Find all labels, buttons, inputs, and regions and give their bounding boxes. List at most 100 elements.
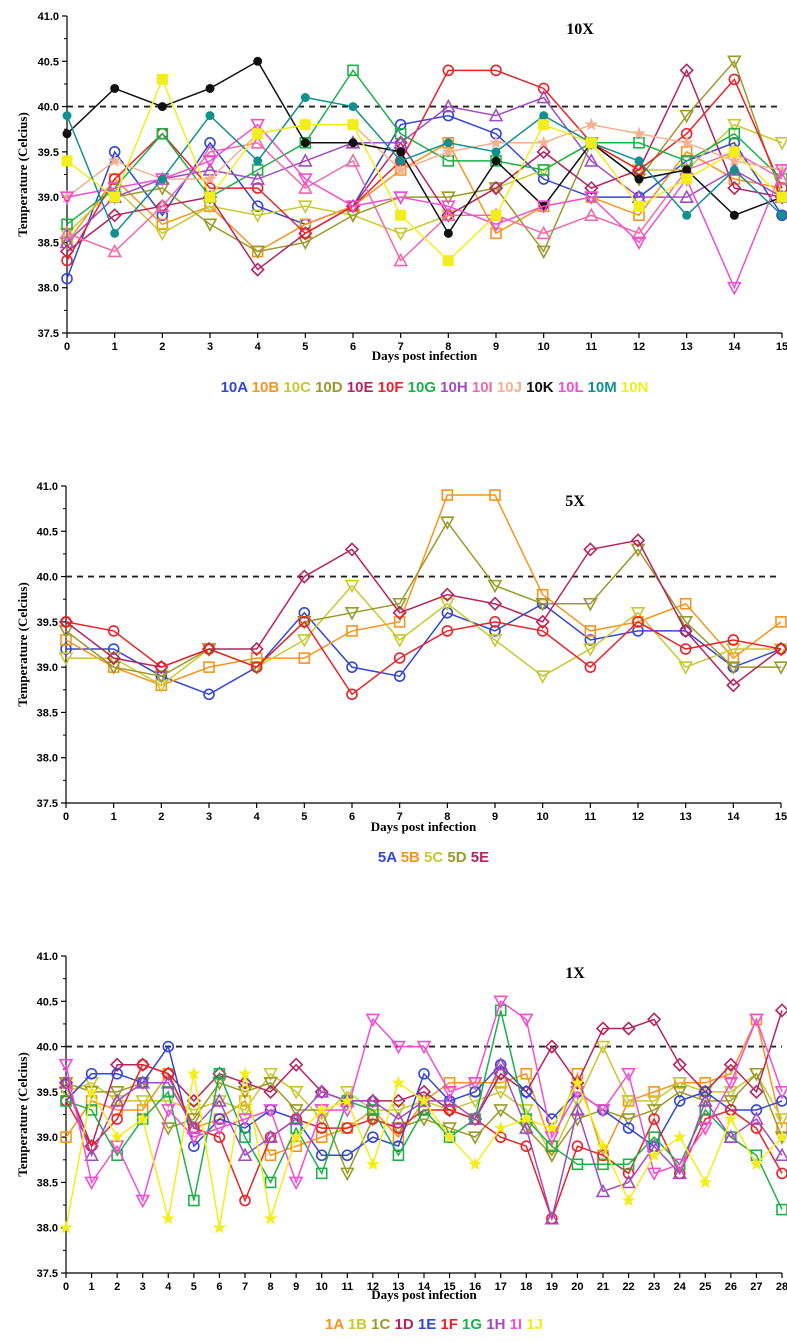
data-point xyxy=(393,616,406,628)
legend-entry: 5A xyxy=(378,849,397,866)
data-point xyxy=(391,1104,406,1118)
x-tick-label: 5 xyxy=(301,811,307,823)
data-point xyxy=(647,1148,662,1162)
series-line xyxy=(65,494,782,687)
x-tick-label: 25 xyxy=(699,1281,711,1293)
x-tick-label: 14 xyxy=(418,1281,431,1293)
data-point xyxy=(252,128,264,140)
data-point xyxy=(60,616,72,628)
data-point xyxy=(570,1095,585,1109)
data-point xyxy=(61,218,73,231)
data-point xyxy=(520,1086,533,1098)
data-point xyxy=(672,1086,688,1100)
data-point xyxy=(440,98,456,113)
data-point xyxy=(535,670,551,684)
data-point xyxy=(536,144,551,159)
data-point xyxy=(535,614,550,629)
x-tick-label: 8 xyxy=(445,341,451,353)
data-point xyxy=(393,670,406,683)
data-point xyxy=(155,199,170,214)
x-tick-label: 2 xyxy=(159,341,165,353)
data-point xyxy=(264,1176,277,1189)
data-point xyxy=(365,1013,381,1028)
series-1G xyxy=(60,1004,787,1216)
data-point xyxy=(315,1167,328,1180)
data-point xyxy=(537,82,550,95)
data-point xyxy=(110,228,120,238)
y-tick-label: 40.0 xyxy=(38,102,59,114)
data-point xyxy=(109,1093,125,1107)
data-point xyxy=(749,1111,764,1125)
x-tick-label: 8 xyxy=(268,1281,274,1293)
data-point xyxy=(584,661,597,673)
legend-entry: 10M xyxy=(583,379,616,396)
data-point xyxy=(84,1176,99,1191)
data-point xyxy=(634,174,644,184)
legend-entry: 10L xyxy=(554,379,584,396)
data-point xyxy=(584,180,599,196)
data-point xyxy=(776,1167,787,1180)
legend: 1A 1B 1C 1D 1E 1F 1G 1H 1I 1J xyxy=(325,1316,543,1333)
data-point xyxy=(725,1067,737,1080)
data-point xyxy=(487,596,503,611)
data-point xyxy=(344,579,360,594)
data-point xyxy=(632,126,646,140)
data-point xyxy=(648,1086,660,1098)
data-point xyxy=(621,1067,636,1082)
data-point xyxy=(571,1140,584,1152)
x-tick-label: 0 xyxy=(63,811,69,823)
legend-entry: 10A xyxy=(221,379,249,396)
data-point xyxy=(346,661,358,673)
data-point xyxy=(633,137,645,149)
data-point xyxy=(392,1131,405,1143)
data-point xyxy=(263,1077,278,1091)
data-point xyxy=(518,1120,534,1134)
data-point xyxy=(160,1075,176,1089)
chart-title: 10X xyxy=(566,21,594,38)
data-point xyxy=(392,634,408,648)
legend-entry: 1E xyxy=(414,1316,437,1333)
x-tick-label: 8 xyxy=(444,811,450,823)
data-point xyxy=(62,111,72,121)
y-tick-label: 40.0 xyxy=(37,1042,58,1054)
data-point xyxy=(441,489,454,501)
data-point xyxy=(263,1067,278,1082)
y-tick-label: 38.0 xyxy=(37,1223,58,1235)
series-line xyxy=(65,1000,783,1203)
data-point xyxy=(519,1111,534,1125)
data-point xyxy=(584,625,597,637)
data-point xyxy=(315,1131,328,1143)
legend-entry: 5D xyxy=(443,849,467,866)
data-point xyxy=(776,1095,787,1107)
data-point xyxy=(299,227,312,240)
data-point xyxy=(494,1131,507,1143)
data-point xyxy=(443,228,453,238)
data-point xyxy=(296,634,312,648)
series-line xyxy=(65,620,782,696)
x-tick-label: 13 xyxy=(680,811,692,823)
legend-entry: 10D xyxy=(311,379,343,396)
chart-title: 5X xyxy=(565,493,585,510)
data-point xyxy=(58,625,74,639)
data-point xyxy=(59,234,75,249)
data-point xyxy=(186,1131,202,1145)
series-line xyxy=(66,96,783,243)
y-tick-label: 39.5 xyxy=(37,617,58,629)
data-point xyxy=(679,597,692,610)
data-point xyxy=(250,118,266,133)
data-point xyxy=(107,243,123,258)
data-point xyxy=(723,1086,739,1100)
data-point xyxy=(61,254,73,267)
data-point xyxy=(341,1149,354,1162)
series-line xyxy=(66,123,783,290)
x-tick-label: 4 xyxy=(255,341,262,353)
data-point xyxy=(595,1183,611,1198)
data-point xyxy=(774,1113,787,1127)
legend: 5A 5B 5C 5D 5E xyxy=(378,849,489,866)
data-point xyxy=(697,1093,713,1107)
data-point xyxy=(84,1147,99,1162)
data-point xyxy=(60,634,72,646)
data-point xyxy=(212,1093,227,1107)
data-point xyxy=(59,191,75,205)
data-point xyxy=(212,1077,227,1091)
